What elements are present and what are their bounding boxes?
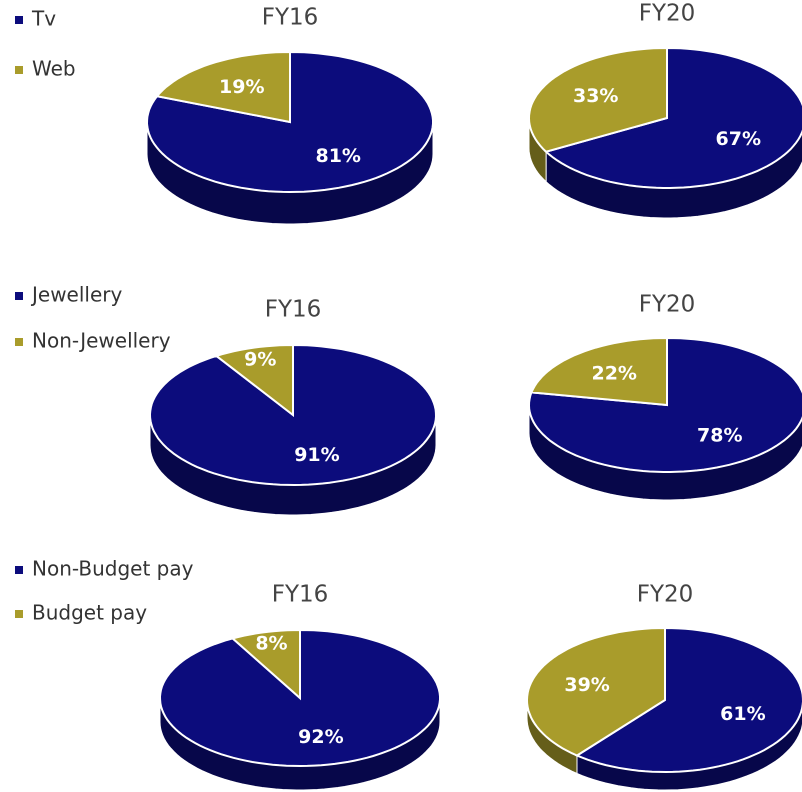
pie-slice xyxy=(527,46,668,153)
pie-title: FY16 xyxy=(262,5,319,31)
legend-label: Web xyxy=(32,57,76,81)
pie-title: FY20 xyxy=(639,1,696,27)
legend-label: Non-Budget pay xyxy=(32,557,194,581)
legend-swatch xyxy=(15,338,23,346)
data-label: 78% xyxy=(697,424,742,446)
legend-label: Tv xyxy=(31,7,56,31)
pie-slice xyxy=(544,46,802,189)
data-label: 39% xyxy=(564,674,609,696)
data-label: 22% xyxy=(591,363,636,385)
data-label: 91% xyxy=(294,444,339,466)
legend-label: Non-Jewellery xyxy=(32,329,171,353)
data-label: 81% xyxy=(315,145,360,167)
legend-label: Budget pay xyxy=(32,601,147,625)
pie-title: FY16 xyxy=(265,297,322,323)
legend-swatch xyxy=(15,610,23,618)
data-label: 19% xyxy=(219,76,264,98)
data-label: 33% xyxy=(573,85,618,107)
data-label: 67% xyxy=(716,128,761,150)
pie-title: FY20 xyxy=(639,292,696,318)
legend-swatch xyxy=(15,16,23,24)
legend-label: Jewellery xyxy=(30,283,123,307)
data-label: 92% xyxy=(298,726,343,748)
data-label: 9% xyxy=(244,348,276,370)
pie-slice xyxy=(214,343,294,418)
pie-slice xyxy=(525,626,666,757)
pie-slice xyxy=(574,626,802,774)
legend-swatch xyxy=(15,566,23,574)
pie-slice xyxy=(155,50,291,124)
pie-slice xyxy=(230,628,301,701)
legend-swatch xyxy=(15,66,23,74)
data-label: 8% xyxy=(255,632,287,654)
pie-title: FY20 xyxy=(637,582,694,608)
data-label: 61% xyxy=(720,703,765,725)
legend-swatch xyxy=(15,292,23,300)
pie-slice xyxy=(529,336,668,407)
pie-title: FY16 xyxy=(272,582,329,608)
